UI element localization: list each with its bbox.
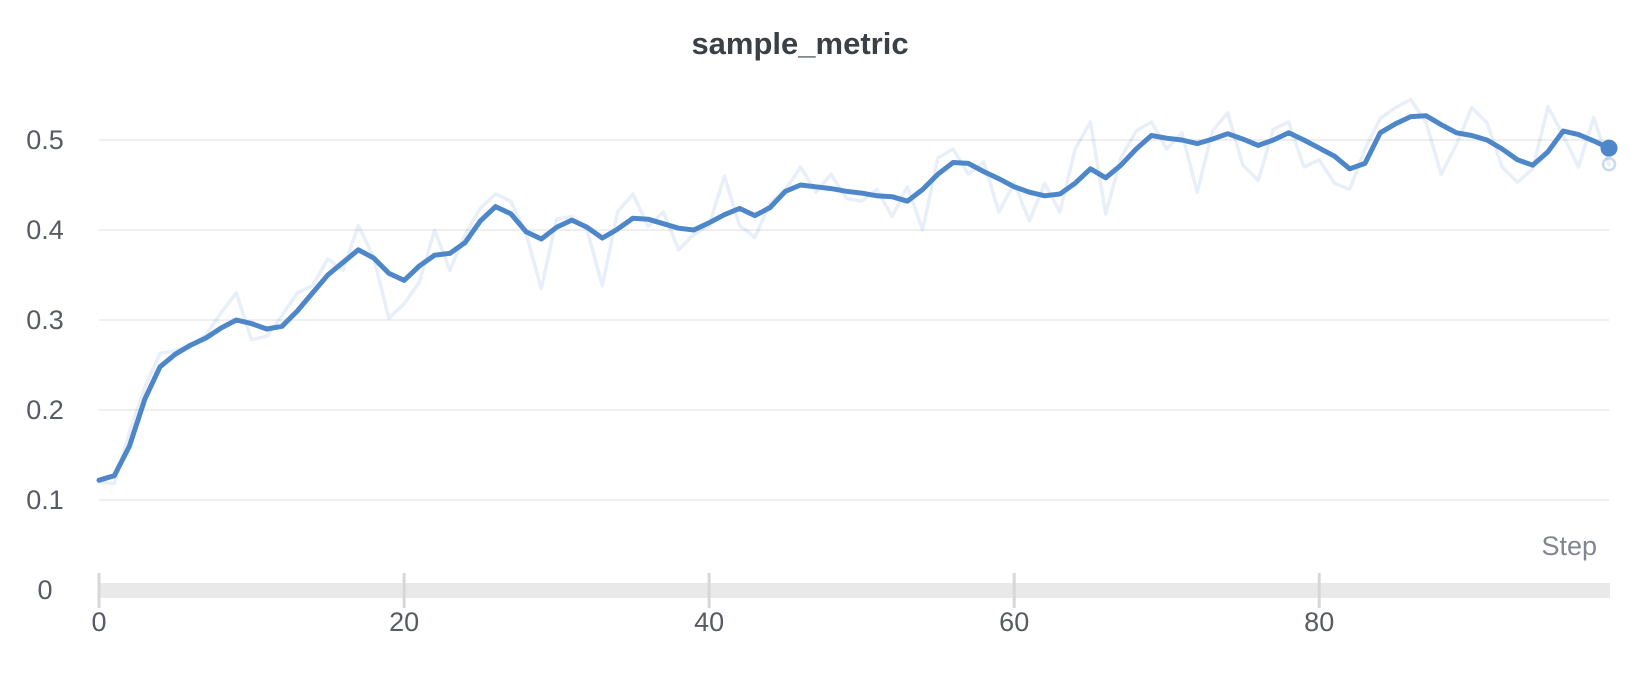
chart-title: sample_metric [691, 26, 909, 61]
smoothed-line-path [96, 113, 1612, 483]
x-tick-label: 20 [389, 607, 419, 637]
y-tick-label: 0.4 [26, 215, 64, 245]
raw-endpoint-ring [1601, 157, 1617, 172]
y-tick-label: 0.2 [26, 395, 64, 425]
y-tick-label: 0.1 [26, 485, 64, 515]
y-tick-label: 0.5 [26, 125, 64, 155]
x-tick-label: 40 [694, 607, 724, 637]
y-tick-label: 0 [37, 575, 52, 605]
y-tick-label: 0.3 [26, 305, 64, 335]
smoothed-endpoint-dot [1600, 139, 1618, 157]
x-axis-label: Step [1541, 531, 1597, 561]
x-tick-label: 60 [999, 607, 1029, 637]
x-tick-label: 0 [91, 607, 106, 637]
x-tick-label: 80 [1304, 607, 1334, 637]
raw-line-path [97, 97, 1611, 486]
x-axis-band[interactable] [98, 583, 1610, 598]
